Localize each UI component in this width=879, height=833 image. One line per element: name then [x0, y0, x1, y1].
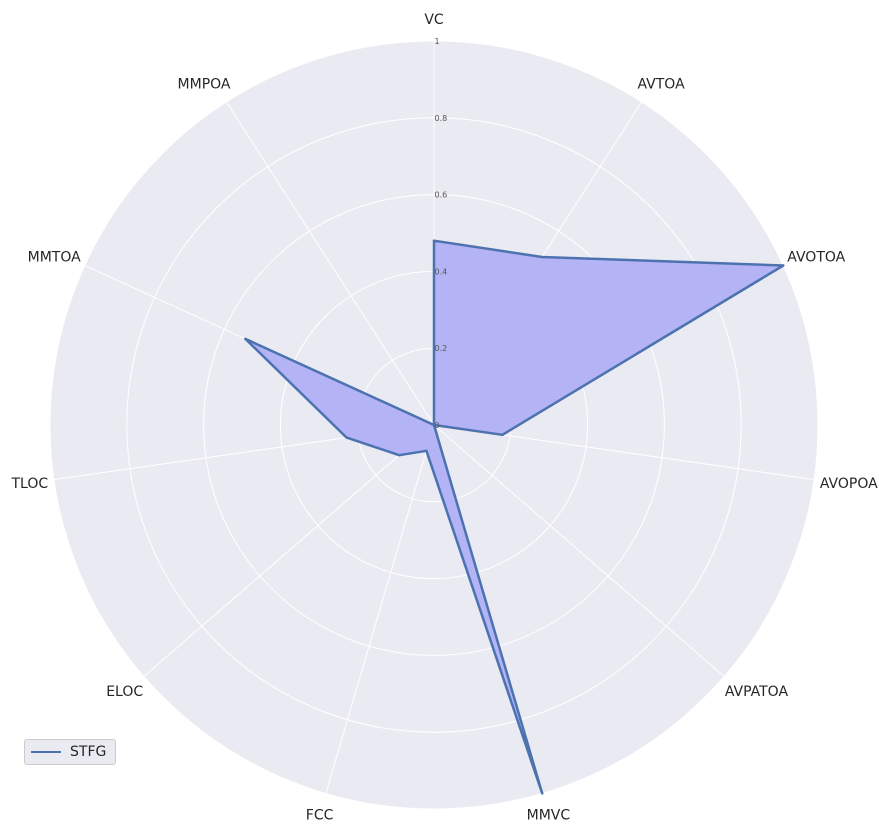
axis-label-mmpoa: MMPOA	[178, 76, 231, 92]
spoke-7	[143, 424, 435, 677]
data-point-avtoa	[540, 255, 544, 259]
axis-label-avotoa: AVOTOA	[787, 249, 845, 265]
spoke-6	[325, 424, 435, 794]
axis-label-fcc: FCC	[306, 808, 334, 824]
spoke-4	[433, 424, 725, 677]
axis-label-avopoa: AVOPOA	[820, 476, 878, 492]
data-point-tloc	[345, 436, 348, 439]
series-line-0	[244, 239, 785, 795]
axis-label-mmvc: MMVC	[527, 808, 571, 824]
r-tick-label-0: 0	[435, 421, 440, 430]
data-point-mmpoa	[432, 423, 436, 427]
data-point-eloc	[398, 454, 401, 457]
series-area-0	[245, 240, 784, 794]
r-tick-label-1: 0.2	[435, 344, 448, 353]
axis-label-mmtoa: MMTOA	[28, 249, 81, 265]
spoke-10	[225, 101, 435, 426]
axis-label-avpatoa: AVPATOA	[725, 684, 789, 700]
data-point-avopoa	[501, 433, 504, 436]
axis-label-avtoa: AVTOA	[638, 76, 686, 92]
data-point-mmtoa	[244, 337, 247, 341]
axis-label-tloc: TLOC	[10, 476, 48, 492]
data-point-avotoa	[782, 264, 785, 267]
data-point-mmvc	[541, 792, 544, 795]
data-point-fcc	[425, 449, 428, 452]
r-tick-label-4: 0.8	[435, 114, 448, 123]
r-tick-label-2: 0.4	[435, 267, 448, 276]
axis-label-vc: VC	[424, 12, 444, 28]
legend-label: STFG	[70, 744, 107, 760]
legend-line-swatch	[31, 751, 61, 753]
data-point-vc	[432, 239, 436, 242]
r-tick-label-3: 0.6	[435, 191, 448, 200]
axis-label-eloc: ELOC	[106, 684, 143, 700]
legend: STFG	[24, 739, 116, 765]
r-tick-label-5: 1	[435, 37, 440, 46]
